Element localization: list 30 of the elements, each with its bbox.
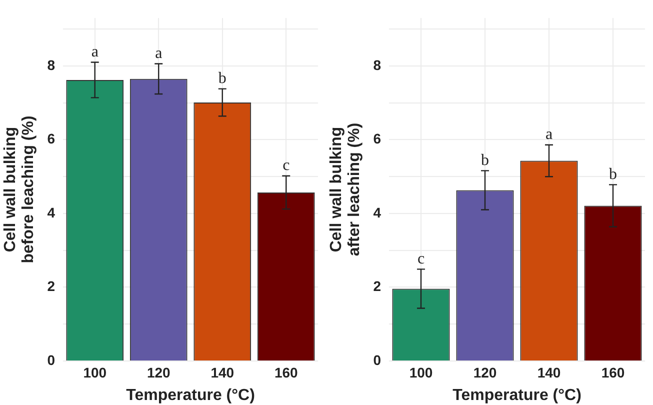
x-tick-label: 140 [537, 364, 561, 380]
y-tick-label: 0 [373, 352, 382, 368]
y-tick-label: 4 [373, 204, 382, 220]
y-tick-label: 6 [373, 130, 382, 147]
y-axis-title: Cell wall bulking after leaching (%) [328, 122, 363, 256]
y-tick-label: 6 [47, 130, 56, 147]
x-tick-label: 100 [409, 364, 433, 380]
x-tick-label: 100 [83, 364, 107, 380]
y-tick-label: 2 [373, 278, 382, 294]
annotation: b [609, 166, 617, 183]
y-tick-label: 0 [47, 352, 56, 368]
x-tick-label: 160 [274, 364, 298, 380]
annotation: c [282, 157, 290, 174]
y-axis-title: Cell wall bulking before leaching (%) [2, 116, 37, 264]
x-tick-label: 160 [601, 364, 625, 380]
annotation: b [218, 70, 226, 88]
annotation: a [545, 126, 553, 144]
y-tick-label: 4 [47, 204, 56, 220]
y-tick-label: 8 [373, 56, 382, 73]
x-tick-label: 140 [210, 364, 234, 380]
y-tick-label: 8 [47, 56, 56, 73]
x-tick-label: 120 [146, 364, 171, 380]
annotation: c [417, 250, 425, 268]
x-tick-label: 120 [473, 364, 497, 380]
x-axis-title: Temperature (°C) [126, 386, 255, 404]
annotation: b [480, 152, 489, 169]
y-tick-label: 2 [47, 278, 56, 294]
annotation: a [155, 44, 162, 62]
x-axis-title: Temperature (°C) [452, 386, 582, 404]
annotation: a [91, 43, 98, 60]
